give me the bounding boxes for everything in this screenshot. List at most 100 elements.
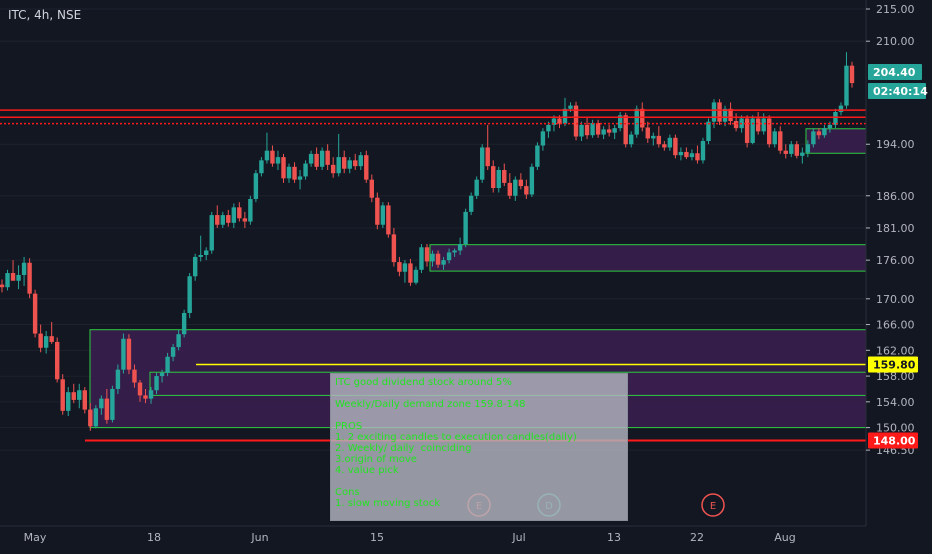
candle-body[interactable] — [353, 160, 358, 167]
candle-body[interactable] — [446, 252, 452, 261]
candle-body[interactable] — [844, 65, 849, 106]
candle-body[interactable] — [71, 392, 76, 400]
candle-body[interactable] — [783, 150, 788, 154]
candle-body[interactable] — [375, 197, 380, 225]
candle-body[interactable] — [253, 173, 259, 199]
candle-body[interactable] — [551, 118, 557, 125]
candle-body[interactable] — [827, 124, 833, 129]
candle-body[interactable] — [88, 409, 93, 427]
candle-body[interactable] — [204, 250, 209, 256]
candle-body[interactable] — [110, 388, 115, 420]
candle-body[interactable] — [115, 369, 121, 389]
candle-body[interactable] — [408, 263, 413, 283]
candle-body[interactable] — [656, 135, 662, 145]
candle-body[interactable] — [54, 341, 60, 380]
candle-body[interactable] — [16, 274, 21, 281]
candle-body[interactable] — [336, 157, 341, 174]
candle-body[interactable] — [297, 176, 303, 180]
candle-body[interactable] — [170, 347, 176, 357]
candle-body[interactable] — [502, 170, 507, 183]
candle-body[interactable] — [772, 131, 777, 145]
candle-body[interactable] — [452, 250, 457, 253]
candle-body[interactable] — [584, 124, 590, 136]
candle-body[interactable] — [479, 147, 485, 180]
candle-body[interactable] — [789, 144, 794, 154]
candle-body[interactable] — [733, 121, 739, 129]
candle-body[interactable] — [303, 163, 308, 177]
candle-body[interactable] — [474, 179, 479, 196]
candle-body[interactable] — [369, 179, 375, 198]
candle-body[interactable] — [220, 215, 225, 225]
candle-body[interactable] — [77, 390, 82, 400]
candle-body[interactable] — [159, 372, 165, 377]
candle-body[interactable] — [176, 334, 181, 348]
candle-body[interactable] — [441, 260, 446, 265]
candle-body[interactable] — [364, 155, 369, 180]
candle-body[interactable] — [800, 152, 805, 156]
candle-body[interactable] — [805, 144, 811, 153]
trade-note[interactable]: ITC good dividend stock around 5% Weekly… — [330, 373, 628, 521]
candle-body[interactable] — [645, 127, 650, 139]
candle-body[interactable] — [518, 179, 524, 187]
candle-body[interactable] — [579, 124, 584, 137]
candle-body[interactable] — [342, 157, 347, 169]
candle-body[interactable] — [722, 108, 728, 122]
candle-body[interactable] — [330, 164, 336, 174]
candle-body[interactable] — [264, 150, 270, 161]
candle-body[interactable] — [154, 376, 159, 391]
candle-body[interactable] — [491, 166, 496, 189]
candle-body[interactable] — [209, 215, 214, 251]
candle-body[interactable] — [794, 144, 800, 156]
candle-body[interactable] — [104, 398, 110, 420]
candle-body[interactable] — [507, 182, 512, 196]
candle-body[interactable] — [192, 256, 198, 277]
candle-body[interactable] — [695, 153, 700, 161]
candle-body[interactable] — [248, 198, 253, 222]
candle-body[interactable] — [93, 408, 99, 427]
candle-body[interactable] — [148, 390, 154, 399]
candle-body[interactable] — [463, 211, 468, 245]
candle-body[interactable] — [667, 137, 673, 148]
candle-body[interactable] — [750, 118, 755, 143]
candle-body[interactable] — [38, 333, 43, 348]
candle-body[interactable] — [816, 131, 822, 136]
candle-body[interactable] — [137, 382, 143, 396]
candle-body[interactable] — [568, 105, 573, 109]
candle-body[interactable] — [822, 128, 827, 136]
candle-body[interactable] — [187, 276, 192, 313]
candle-body[interactable] — [717, 102, 722, 122]
candle-body[interactable] — [496, 170, 501, 189]
candle-body[interactable] — [314, 153, 319, 167]
candle-body[interactable] — [673, 137, 678, 156]
candle-body[interactable] — [617, 115, 623, 129]
candle-body[interactable] — [319, 150, 325, 167]
candle-body[interactable] — [32, 293, 38, 334]
candle-body[interactable] — [833, 112, 838, 125]
candle-body[interactable] — [380, 205, 386, 225]
candle-body[interactable] — [590, 122, 595, 136]
candle-body[interactable] — [270, 150, 275, 164]
candle-body[interactable] — [689, 153, 695, 158]
candle-body[interactable] — [21, 262, 27, 275]
candle-body[interactable] — [275, 157, 281, 164]
candle-body[interactable] — [684, 151, 689, 158]
candle-body[interactable] — [308, 153, 314, 164]
candle-body[interactable] — [457, 244, 463, 251]
candle-body[interactable] — [126, 338, 132, 370]
candle-body[interactable] — [402, 263, 408, 272]
candle-body[interactable] — [557, 118, 562, 124]
candle-body[interactable] — [281, 157, 286, 179]
candle-body[interactable] — [529, 166, 535, 195]
candle-body[interactable] — [43, 336, 49, 348]
candle-body[interactable] — [5, 273, 10, 288]
candle-body[interactable] — [640, 108, 645, 128]
candle-body[interactable] — [66, 392, 71, 411]
candle-body[interactable] — [623, 115, 628, 145]
candle-body[interactable] — [292, 166, 297, 180]
candle-body[interactable] — [237, 207, 242, 219]
candle-body[interactable] — [226, 215, 231, 223]
candle-body[interactable] — [778, 131, 783, 151]
candle-body[interactable] — [60, 379, 65, 411]
candle-body[interactable] — [242, 218, 248, 222]
candle-body[interactable] — [397, 262, 402, 272]
